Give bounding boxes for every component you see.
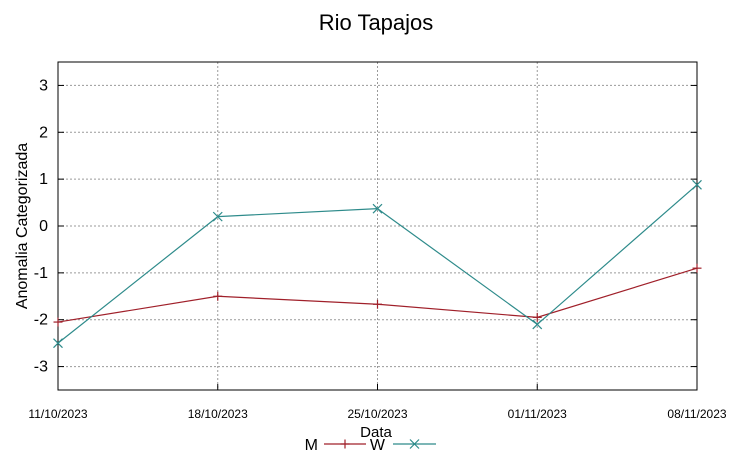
data-point [53,338,63,349]
x-tick-label: 18/10/2023 [188,407,248,421]
y-axis-ticks: 3 2 1 0 -1 -2 -3 [34,77,697,376]
x-axis-ticks: 11/10/2023 18/10/2023 25/10/2023 01/11/2023… [28,384,727,421]
data-point-marker [692,179,702,190]
data-point-marker [212,211,223,222]
series-W [53,179,702,349]
data-point [532,312,542,322]
y-tick-label: 1 [39,171,48,188]
y-tick-label: -1 [34,265,48,282]
y-tick-label: 0 [39,218,48,235]
y-axis-label: Anomalia Categorizada [14,143,31,309]
y-tick-label: 3 [39,77,48,94]
data-point-marker [532,319,543,330]
x-axis-label: Data [360,424,392,441]
x-tick-label: 01/11/2023 [508,407,567,421]
x-tick-label: 25/10/2023 [347,407,407,421]
data-point [692,263,702,273]
legend-item-W: W [370,437,436,454]
series-layer [53,179,702,349]
y-tick-label: 2 [39,124,48,141]
data-point [212,211,223,222]
grid [58,62,697,390]
series-M [53,263,702,327]
legend-item-M: M [305,437,366,454]
data-point-marker [409,439,420,449]
legend-label: W [370,437,386,454]
data-point [373,299,382,309]
chart-title: Rio Tapajos [319,10,434,35]
data-point [213,291,223,301]
data-point [372,203,383,214]
data-point [532,319,543,330]
legend-label: M [305,437,318,454]
data-point [692,179,702,190]
data-point-marker [372,203,383,214]
y-tick-label: -2 [34,312,48,329]
x-tick-label: 08/11/2023 [667,407,726,421]
data-point-marker [53,338,63,349]
y-tick-label: -3 [34,359,48,376]
data-point [53,317,63,327]
x-tick-label: 11/10/2023 [28,407,87,421]
